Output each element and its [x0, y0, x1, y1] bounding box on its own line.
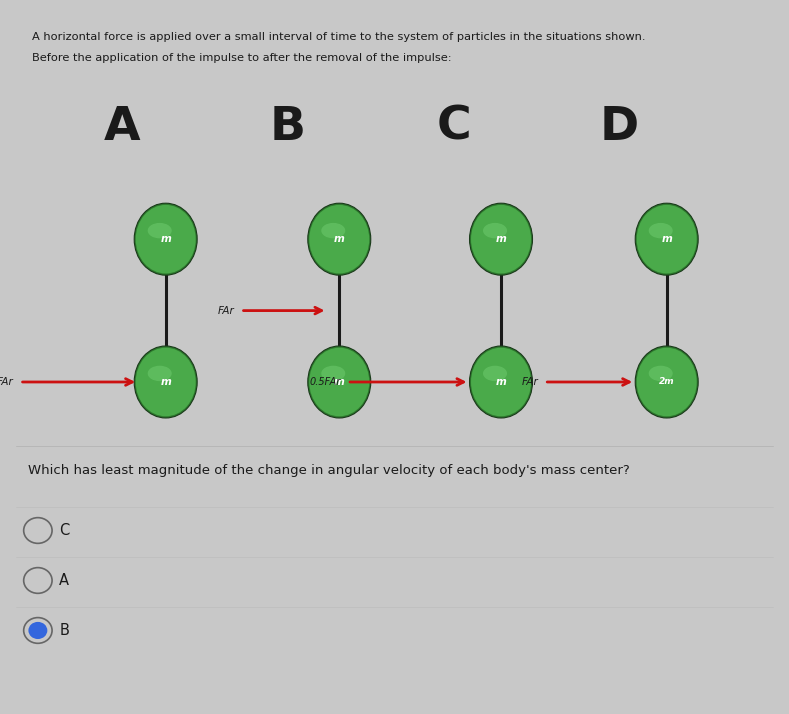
Text: m: m: [334, 234, 345, 244]
Ellipse shape: [483, 223, 507, 238]
Ellipse shape: [483, 366, 507, 381]
Ellipse shape: [637, 205, 697, 273]
Ellipse shape: [635, 346, 698, 418]
Text: C: C: [59, 523, 69, 538]
Ellipse shape: [649, 223, 673, 238]
Text: m: m: [661, 234, 672, 244]
Text: FAr: FAr: [218, 306, 234, 316]
Text: Which has least magnitude of the change in angular velocity of each body's mass : Which has least magnitude of the change …: [28, 464, 630, 477]
Text: m: m: [160, 377, 171, 387]
Text: m: m: [160, 234, 171, 244]
Ellipse shape: [148, 366, 172, 381]
Ellipse shape: [471, 205, 531, 273]
Ellipse shape: [309, 205, 369, 273]
Ellipse shape: [148, 223, 172, 238]
Text: C: C: [436, 105, 471, 150]
Text: FAr: FAr: [522, 377, 538, 387]
Ellipse shape: [469, 346, 533, 418]
Ellipse shape: [471, 348, 531, 416]
Ellipse shape: [136, 205, 196, 273]
Text: A: A: [104, 105, 140, 150]
Text: B: B: [59, 623, 69, 638]
Text: m: m: [495, 234, 507, 244]
Text: m: m: [334, 377, 345, 387]
Ellipse shape: [635, 203, 698, 275]
Text: B: B: [270, 105, 306, 150]
Ellipse shape: [649, 366, 673, 381]
Circle shape: [28, 622, 47, 639]
Ellipse shape: [308, 203, 371, 275]
Ellipse shape: [134, 203, 197, 275]
Ellipse shape: [469, 203, 533, 275]
Text: 2m: 2m: [659, 378, 675, 386]
Text: A horizontal force is applied over a small interval of time to the system of par: A horizontal force is applied over a sma…: [32, 32, 645, 42]
Text: Before the application of the impulse to after the removal of the impulse:: Before the application of the impulse to…: [32, 53, 451, 63]
Ellipse shape: [321, 223, 346, 238]
Ellipse shape: [308, 346, 371, 418]
Text: 0.5FAr: 0.5FAr: [309, 377, 341, 387]
Text: m: m: [495, 377, 507, 387]
Text: A: A: [59, 573, 69, 588]
Ellipse shape: [134, 346, 197, 418]
Ellipse shape: [136, 348, 196, 416]
Ellipse shape: [309, 348, 369, 416]
Text: D: D: [600, 105, 639, 150]
Ellipse shape: [637, 348, 697, 416]
Text: FAr: FAr: [0, 377, 13, 387]
Ellipse shape: [321, 366, 346, 381]
